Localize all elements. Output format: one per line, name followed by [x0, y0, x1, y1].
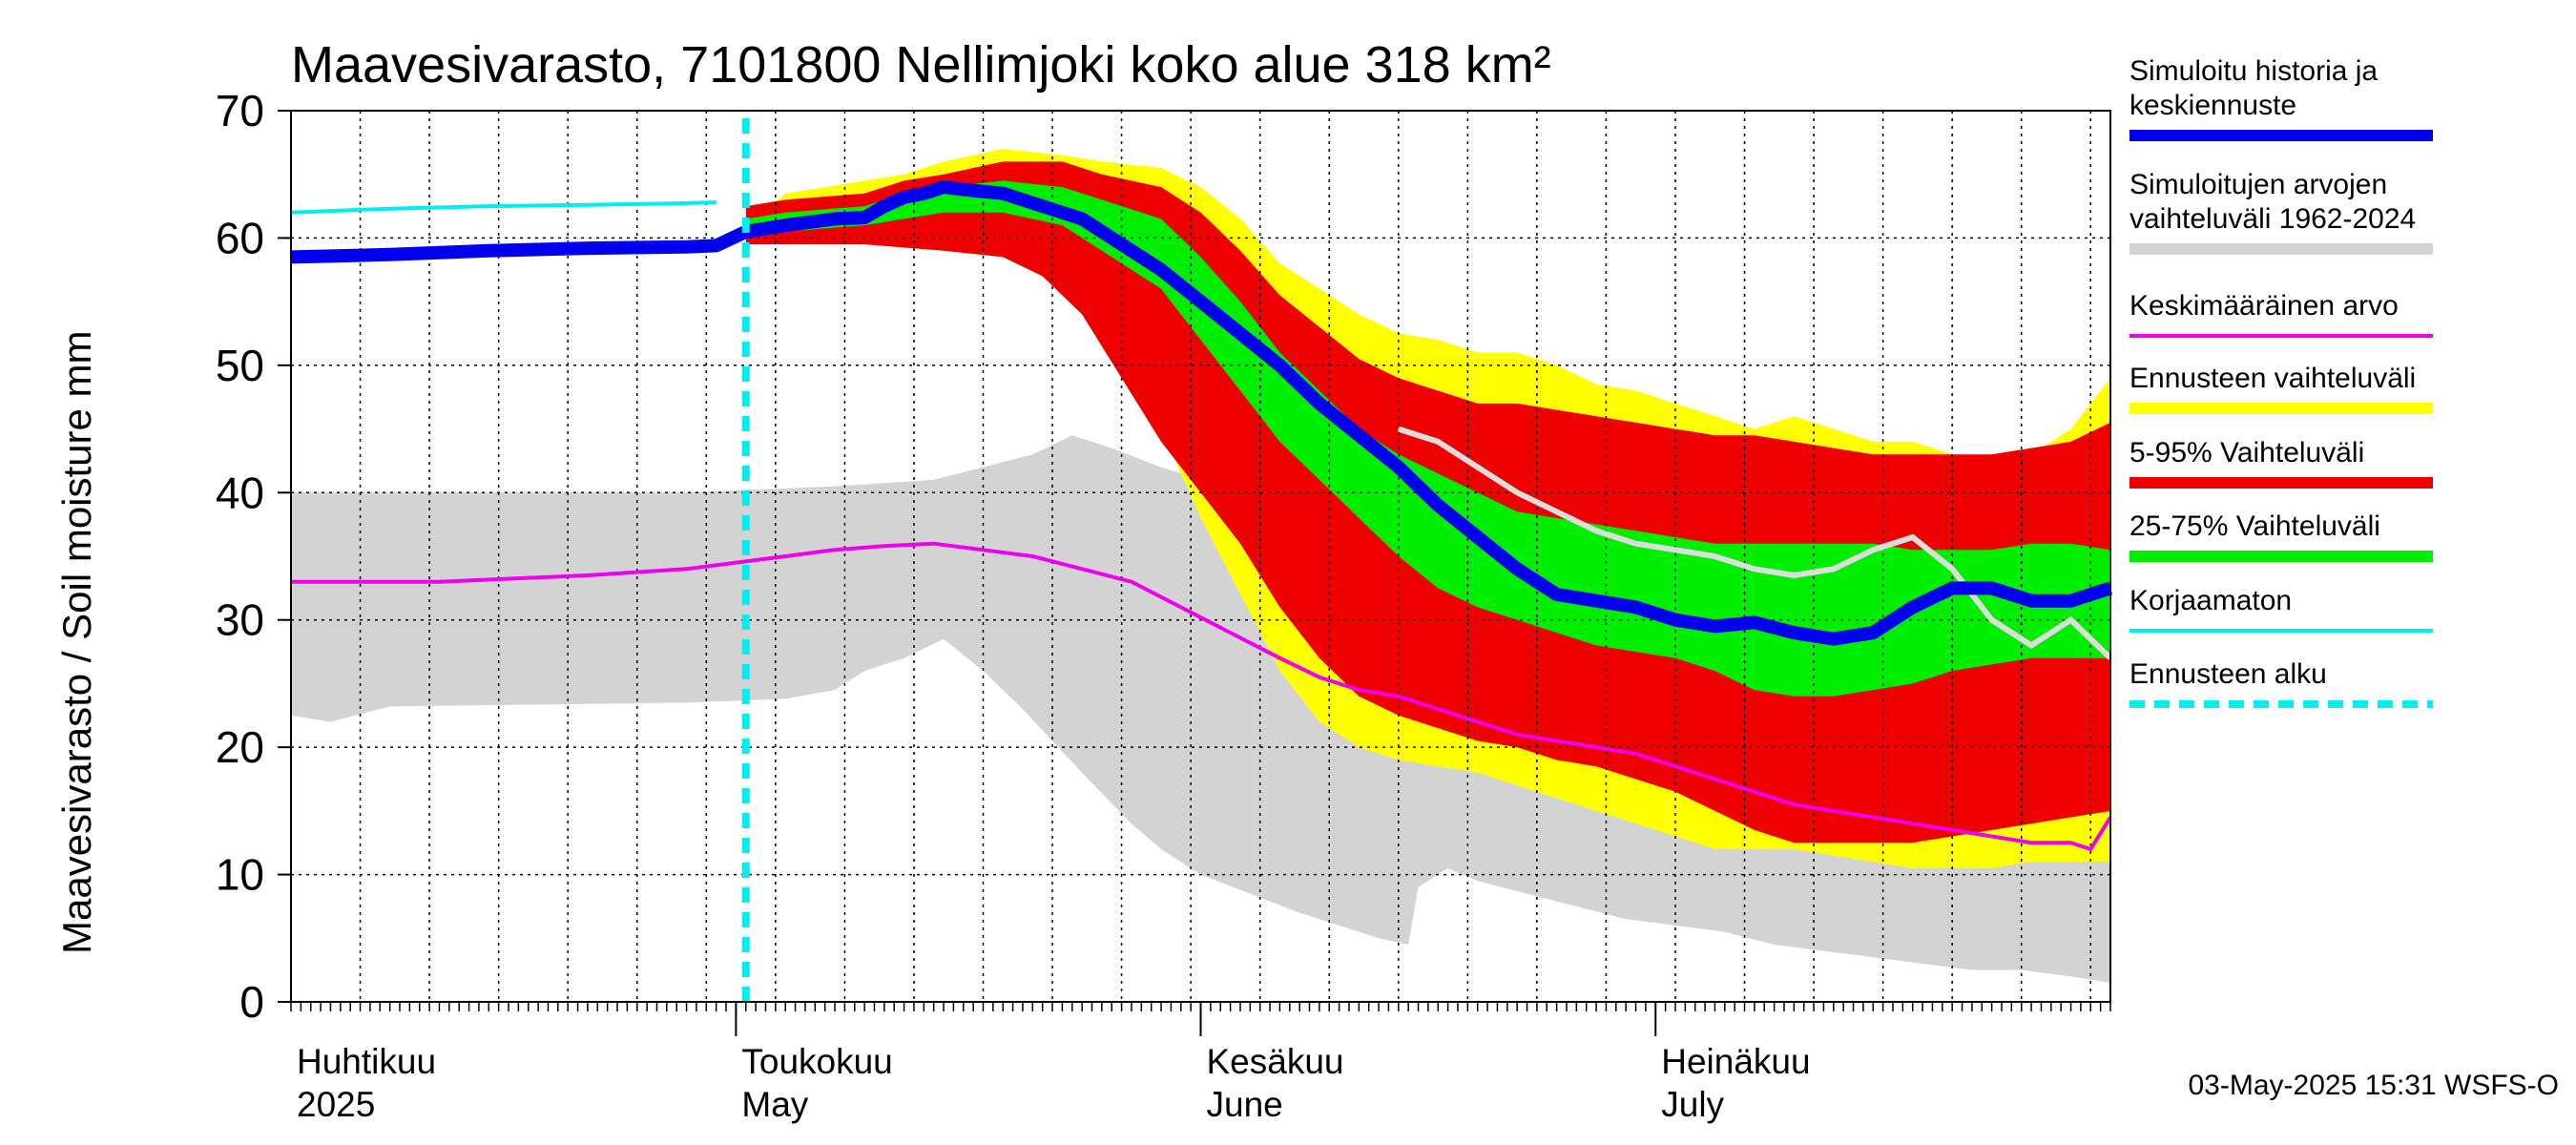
y-tick-label: 40 [216, 468, 264, 517]
y-tick-label: 0 [239, 977, 264, 1027]
legend-label: Simuloitujen arvojen vaihteluväli 1962-20… [2129, 169, 2416, 235]
y-tick-label: 50 [216, 341, 264, 390]
y-tick-label: 10 [216, 850, 264, 900]
y-tick-label: 70 [216, 86, 264, 135]
mean-line [291, 541, 2112, 852]
grid-layer [291, 111, 2110, 1002]
uncorrected-line [290, 200, 717, 215]
x-month-label-en: 2025 [297, 1085, 375, 1124]
x-month-label-fi: Huhtikuu [297, 1042, 436, 1081]
p25-75-band [745, 180, 2110, 697]
legend-label: Simuloitu historia ja keskiennuste [2129, 55, 2378, 121]
legend-label: 5-95% Vaihteluväli [2129, 437, 2364, 468]
legend-label: Keskimääräinen arvo [2129, 290, 2399, 322]
x-month-label-fi: Kesäkuu [1207, 1042, 1344, 1081]
legend-label: Korjaamaton [2129, 585, 2292, 616]
x-month-label-fi: Heinäkuu [1661, 1042, 1810, 1081]
x-month-label-en: June [1207, 1085, 1283, 1124]
legend: Simuloitu historia ja keskiennuste Simuloi… [2129, 55, 2433, 708]
chart-title: Maavesivarasto, 7101800 Nellimjoki koko … [291, 36, 1551, 94]
legend-label: 25-75% Vaihteluväli [2129, 510, 2380, 542]
x-month-label-fi: Toukokuu [741, 1042, 892, 1081]
comparison-line [1397, 426, 2113, 660]
simulated-line [290, 180, 2113, 646]
y-tick-label: 60 [216, 213, 264, 262]
y-tick-label: 20 [216, 722, 264, 772]
y-tick-label: 30 [216, 595, 264, 645]
y-axis-label: Maavesivarasto / Soil moisture mm [54, 330, 99, 954]
legend-label: Ennusteen alku [2129, 658, 2327, 690]
footer-timestamp: 03-May-2025 15:31 WSFS-O [2189, 1070, 2560, 1101]
legend-label: Ennusteen vaihteluväli [2129, 363, 2416, 394]
x-month-label-en: May [741, 1085, 808, 1124]
x-month-label-en: July [1661, 1085, 1724, 1124]
axes-layer: 0 10 20 30 40 50 60 70 Huhtikuu 2025 Toukokuu May Ke… [216, 86, 2111, 1124]
lines-layer [290, 118, 2113, 1002]
